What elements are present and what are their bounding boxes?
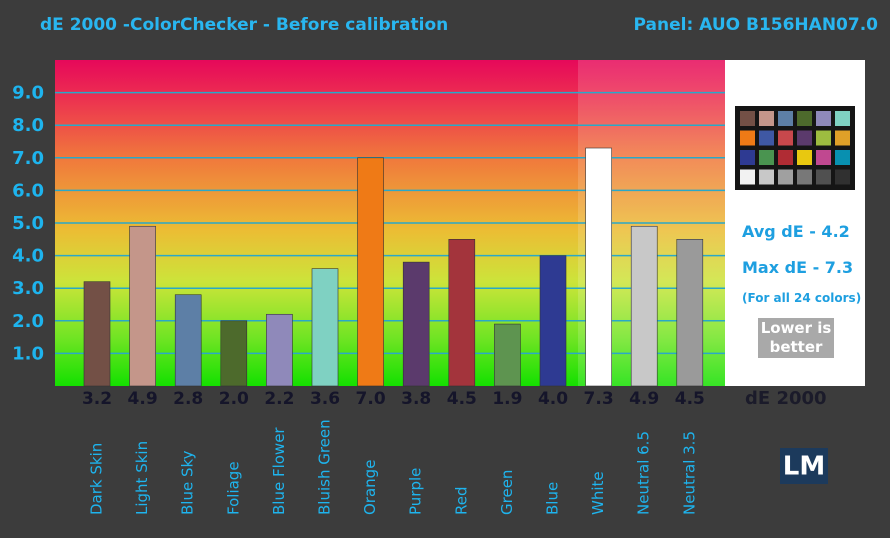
bar xyxy=(539,255,567,387)
x-tick-label: Blue xyxy=(544,482,562,515)
value-label: 7.0 xyxy=(356,389,386,409)
checker-swatch xyxy=(740,169,755,185)
value-label: 2.8 xyxy=(173,389,203,409)
checker-swatch xyxy=(778,150,793,165)
value-label: 4.5 xyxy=(447,389,477,409)
x-tick-label: Red xyxy=(452,487,470,516)
x-tick-label: Light Skin xyxy=(133,441,151,515)
x-tick-label: Blue Flower xyxy=(270,427,288,515)
value-label: 3.6 xyxy=(310,389,340,409)
bar xyxy=(357,157,384,387)
bar xyxy=(585,147,612,387)
x-tick-label: Neutral 3.5 xyxy=(680,431,698,515)
checker-swatch xyxy=(816,130,831,146)
y-tick-label: 3.0 xyxy=(12,278,44,299)
bar xyxy=(676,239,704,387)
value-label: 2.2 xyxy=(264,389,294,409)
checker-swatch xyxy=(835,169,850,185)
value-label: 2.0 xyxy=(219,389,249,409)
checker-swatch xyxy=(759,111,774,126)
max-label: Max dE - 7.3 xyxy=(742,258,854,277)
checker-swatch xyxy=(797,111,812,126)
chart-title: dE 2000 -ColorChecker - Before calibrati… xyxy=(40,15,448,35)
checker-swatch xyxy=(759,169,774,185)
x-tick-label: Green xyxy=(498,470,516,515)
bar xyxy=(174,294,202,387)
y-tick-label: 8.0 xyxy=(12,115,44,136)
value-label: 3.2 xyxy=(82,389,112,409)
checker-swatch xyxy=(778,169,793,185)
value-label: 1.9 xyxy=(492,389,522,409)
x-tick-label: Dark Skin xyxy=(88,443,106,515)
checker-swatch xyxy=(835,150,850,165)
value-label: 7.3 xyxy=(584,389,614,409)
y-tick-label: 1.0 xyxy=(12,343,44,364)
checker-swatch xyxy=(740,111,755,126)
bar xyxy=(83,281,111,387)
checker-swatch xyxy=(740,150,755,165)
avg-label: Avg dE - 4.2 xyxy=(742,222,850,241)
y-tick-label: 6.0 xyxy=(12,180,44,201)
checker-swatch xyxy=(816,150,831,165)
y-tick-label: 2.0 xyxy=(12,311,44,332)
bar xyxy=(129,225,156,387)
x-tick-label: Bluish Green xyxy=(316,419,334,515)
checker-swatch xyxy=(797,169,812,185)
x-tick-label: White xyxy=(589,471,607,515)
x-tick-label: Neutral 6.5 xyxy=(635,431,653,515)
checker-swatch xyxy=(835,130,850,146)
bar xyxy=(448,239,476,387)
checker-swatch xyxy=(759,150,774,165)
y-tick-label: 4.0 xyxy=(12,246,44,267)
bar xyxy=(220,320,248,387)
checker-swatch xyxy=(778,130,793,146)
subtitle: Panel: AUO B156HAN07.0 xyxy=(634,15,879,35)
value-label: 3.8 xyxy=(401,389,431,409)
x-tick-label: Orange xyxy=(361,460,379,515)
lower-is-better: Lower is better xyxy=(758,318,834,358)
checker-swatch xyxy=(759,130,774,146)
checker-swatch xyxy=(816,111,831,126)
checker-swatch xyxy=(797,150,812,165)
logo: LM xyxy=(783,452,825,482)
checker-swatch xyxy=(797,130,812,146)
value-label: 4.0 xyxy=(538,389,568,409)
x-tick-label: Blue Sky xyxy=(179,450,197,515)
bar xyxy=(630,225,658,387)
logo-box xyxy=(780,448,828,484)
bar xyxy=(402,261,430,387)
checker-swatch xyxy=(835,111,850,126)
checker-swatch xyxy=(816,169,831,185)
bar xyxy=(266,313,293,387)
y-tick-label: 9.0 xyxy=(12,83,44,104)
checker-swatch xyxy=(740,130,755,146)
x-tick-label: Purple xyxy=(407,468,425,515)
value-labels-title: dE 2000 xyxy=(745,388,827,409)
color-checker xyxy=(735,106,855,190)
value-label: 4.9 xyxy=(629,389,659,409)
bar xyxy=(494,323,521,387)
note: (For all 24 colors) xyxy=(742,291,862,305)
value-label: 4.9 xyxy=(128,389,158,409)
y-tick-label: 5.0 xyxy=(12,213,44,234)
x-tick-label: Foliage xyxy=(224,461,242,515)
checker-swatch xyxy=(778,111,793,126)
value-label: 4.5 xyxy=(675,389,705,409)
y-tick-label: 7.0 xyxy=(12,148,44,169)
bar xyxy=(311,268,339,387)
